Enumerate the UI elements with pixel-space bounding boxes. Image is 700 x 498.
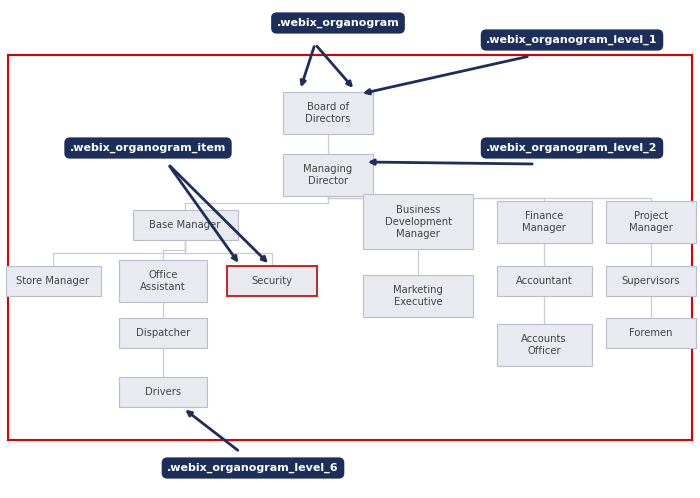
FancyBboxPatch shape [227, 266, 317, 296]
Text: .webix_organogram_item: .webix_organogram_item [70, 143, 226, 153]
Text: Accountant: Accountant [516, 276, 573, 286]
Text: Project
Manager: Project Manager [629, 211, 673, 233]
FancyBboxPatch shape [496, 324, 592, 366]
FancyBboxPatch shape [606, 201, 696, 243]
Text: .webix_organogram_level_6: .webix_organogram_level_6 [167, 463, 339, 473]
FancyBboxPatch shape [119, 318, 207, 348]
Bar [8, 55, 692, 440]
Text: Managing
Director: Managing Director [303, 164, 353, 186]
FancyBboxPatch shape [119, 377, 207, 407]
FancyBboxPatch shape [119, 260, 207, 302]
Text: Accounts
Officer: Accounts Officer [522, 334, 567, 356]
FancyBboxPatch shape [6, 266, 101, 296]
FancyBboxPatch shape [363, 275, 473, 317]
Text: Base Manager: Base Manager [149, 220, 220, 230]
Text: Dispatcher: Dispatcher [136, 328, 190, 338]
FancyBboxPatch shape [496, 201, 592, 243]
Text: Office
Assistant: Office Assistant [140, 270, 186, 292]
Text: .webix_organogram: .webix_organogram [276, 18, 400, 28]
Text: Store Manager: Store Manager [16, 276, 90, 286]
Text: Foremen: Foremen [629, 328, 673, 338]
FancyBboxPatch shape [606, 318, 696, 348]
Text: Drivers: Drivers [145, 387, 181, 397]
Text: Supervisors: Supervisors [622, 276, 680, 286]
FancyBboxPatch shape [496, 266, 592, 296]
Text: Business
Development
Manager: Business Development Manager [384, 205, 452, 239]
Text: .webix_organogram_level_1: .webix_organogram_level_1 [486, 35, 658, 45]
FancyBboxPatch shape [283, 92, 373, 134]
FancyBboxPatch shape [132, 210, 237, 240]
Text: Security: Security [251, 276, 293, 286]
FancyBboxPatch shape [283, 154, 373, 196]
Text: .webix_organogram_level_2: .webix_organogram_level_2 [486, 143, 658, 153]
Text: Finance
Manager: Finance Manager [522, 211, 566, 233]
Text: Board of
Directors: Board of Directors [305, 102, 351, 124]
FancyBboxPatch shape [606, 266, 696, 296]
FancyBboxPatch shape [363, 195, 473, 249]
Text: Marketing
Executive: Marketing Executive [393, 285, 443, 307]
